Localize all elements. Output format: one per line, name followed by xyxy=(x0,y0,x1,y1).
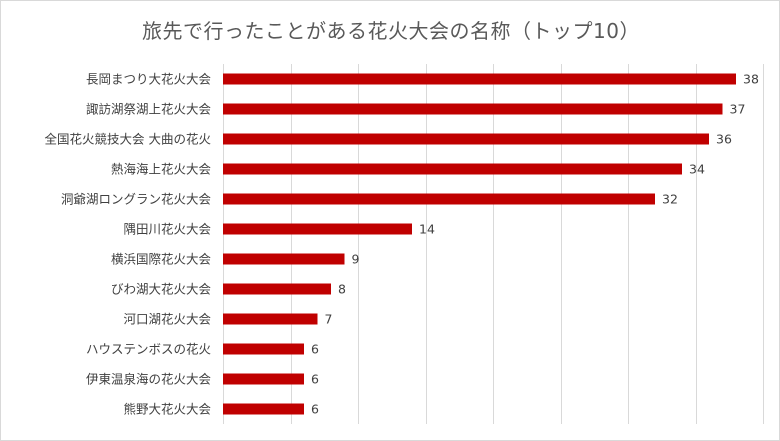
category-label: 洞爺湖ロングラン花火大会 xyxy=(61,192,212,207)
bar xyxy=(223,343,304,355)
data-label: 38 xyxy=(743,72,759,87)
bar xyxy=(223,193,655,205)
bar xyxy=(223,373,304,385)
category-label: 横浜国際花火大会 xyxy=(111,252,212,267)
bar xyxy=(223,73,736,85)
data-label: 7 xyxy=(325,312,333,327)
bar xyxy=(223,253,345,265)
bar xyxy=(223,103,723,115)
bar xyxy=(223,133,709,145)
category-label: 隅田川花火大会 xyxy=(123,222,211,237)
category-label: ハウステンボスの花火 xyxy=(86,342,212,357)
category-label: 河口湖花火大会 xyxy=(123,312,211,327)
category-label: びわ湖大花火大会 xyxy=(111,282,212,297)
category-label: 全国花火競技大会 大曲の花火 xyxy=(45,132,212,147)
bar xyxy=(223,403,304,415)
bar xyxy=(223,163,682,175)
data-label: 14 xyxy=(419,222,435,237)
category-label: 諏訪湖祭湖上花火大会 xyxy=(86,102,212,117)
labels: 長岡まつり大花火大会 38 諏訪湖祭湖上花火大会 37 全国花火競技大会 大曲の花火 36… xyxy=(45,72,759,417)
data-label: 34 xyxy=(689,162,705,177)
data-label: 36 xyxy=(716,132,732,147)
bar xyxy=(223,283,331,295)
bar xyxy=(223,223,412,235)
data-label: 37 xyxy=(730,102,746,117)
category-label: 熊野大花火大会 xyxy=(123,402,211,417)
data-label: 6 xyxy=(311,402,319,417)
data-label: 32 xyxy=(662,192,678,207)
bar xyxy=(223,313,318,325)
data-label: 6 xyxy=(311,372,319,387)
category-label: 伊東温泉海の花火大会 xyxy=(86,372,212,387)
chart-title: 旅先で行ったことがある花火大会の名称（トップ10） xyxy=(142,19,640,43)
category-label: 熱海海上花火大会 xyxy=(111,162,212,177)
bars xyxy=(223,73,736,415)
data-label: 8 xyxy=(338,282,346,297)
data-label: 6 xyxy=(311,342,319,357)
data-label: 9 xyxy=(352,252,360,267)
category-label: 長岡まつり大花火大会 xyxy=(86,72,212,87)
grid-lines xyxy=(223,64,764,424)
